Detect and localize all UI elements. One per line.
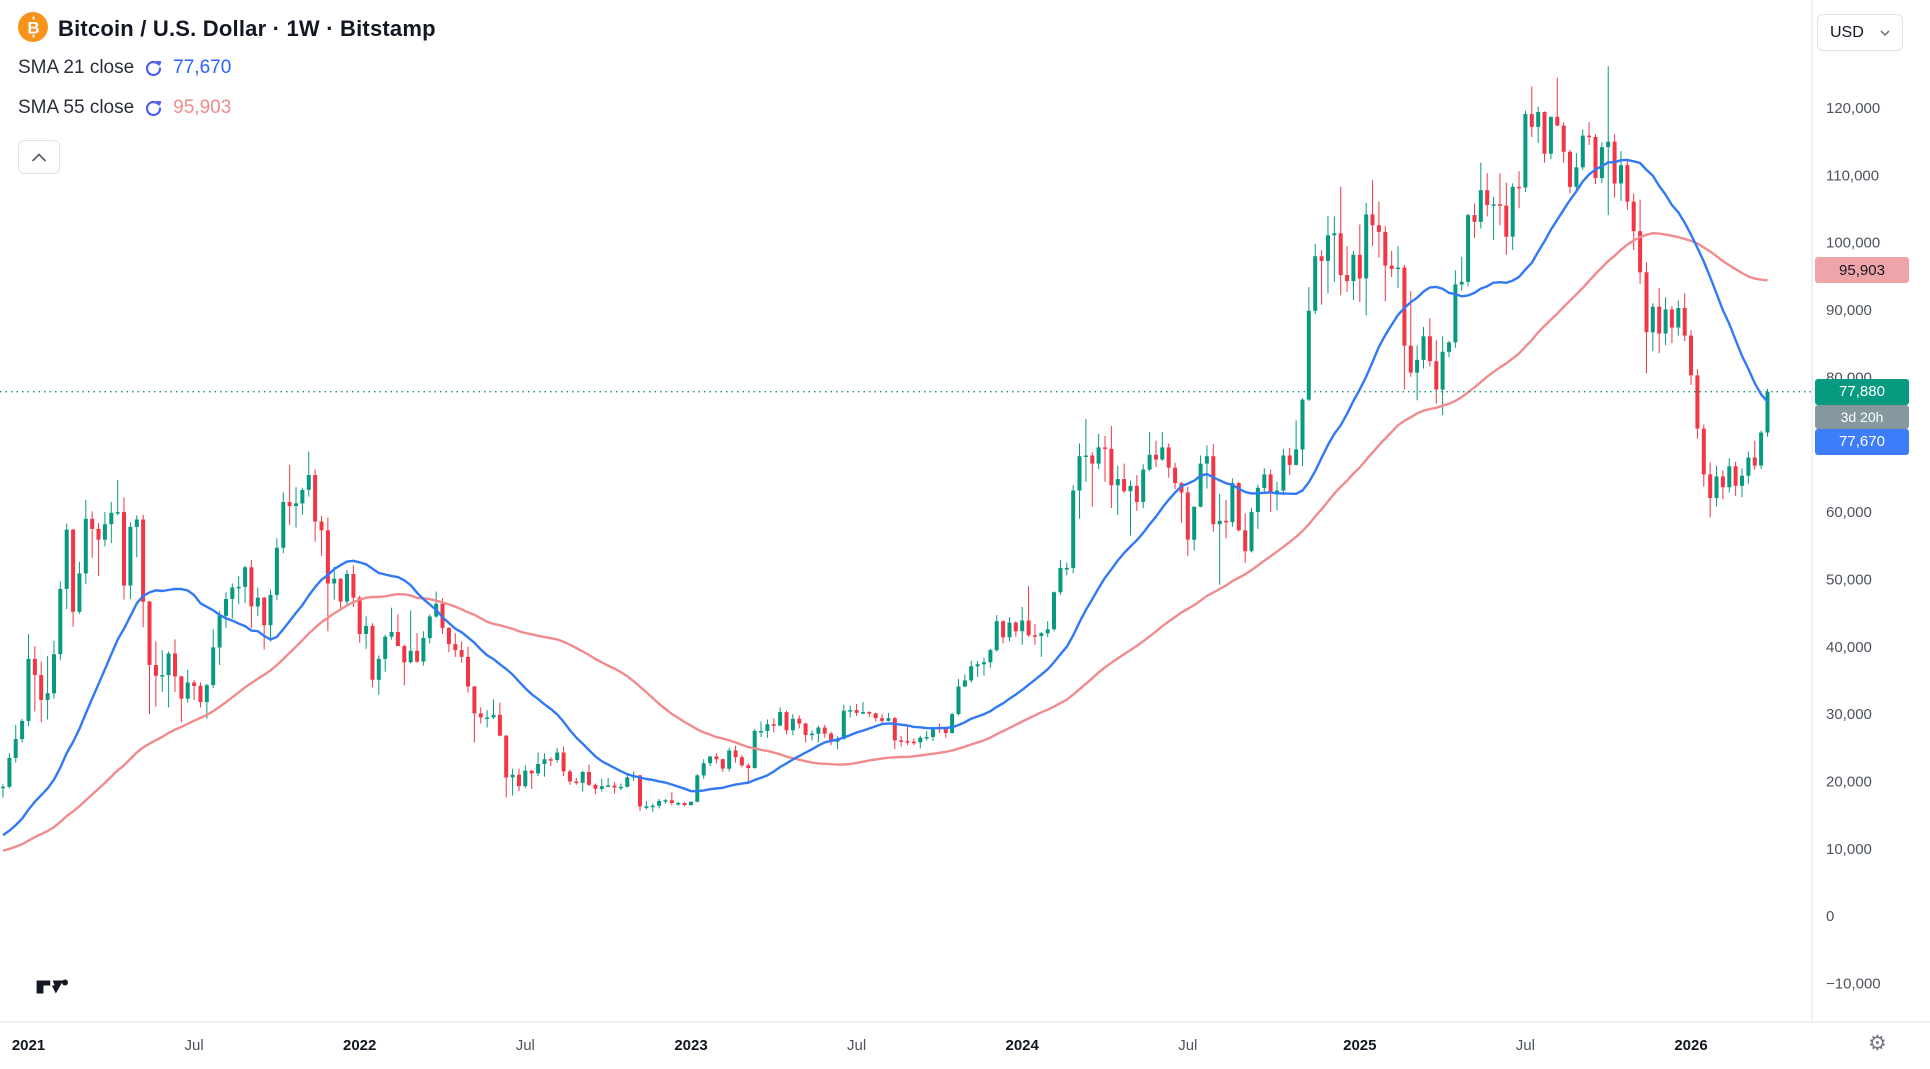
svg-text:90,000: 90,000 (1826, 302, 1872, 319)
time-axis[interactable]: 2021 Jul 2022 Jul 2023 Jul 2024 Jul 2025 Jul 2026 (12, 1037, 1708, 1054)
chevron-up-icon (32, 152, 46, 161)
price-axis[interactable]: 120,000110,000100,00090,00080,00060,0005… (1826, 100, 1881, 993)
svg-text:B: B (27, 18, 39, 37)
svg-text:2022: 2022 (343, 1037, 376, 1054)
svg-text:120,000: 120,000 (1826, 100, 1880, 117)
collapse-indicators-button[interactable] (18, 140, 60, 174)
axis-separators (0, 0, 1930, 1023)
sma-lines (2, 158, 1769, 852)
svg-text:Jul: Jul (847, 1037, 866, 1054)
indicator-sma21-label: SMA 21 close (18, 57, 135, 78)
svg-text:60,000: 60,000 (1826, 504, 1872, 521)
svg-text:40,000: 40,000 (1826, 639, 1872, 656)
badge-sma55: 95,903 (1815, 257, 1909, 284)
svg-text:Jul: Jul (1178, 1037, 1197, 1054)
svg-text:2026: 2026 (1674, 1037, 1707, 1054)
svg-text:0: 0 (1826, 908, 1834, 925)
tradingview-logo[interactable] (36, 978, 86, 1009)
sync-icon[interactable] (143, 98, 164, 119)
svg-text:50,000: 50,000 (1826, 571, 1872, 588)
svg-text:Jul: Jul (185, 1037, 204, 1054)
candles-layer (1, 66, 1770, 812)
currency-dropdown[interactable]: USD (1817, 14, 1903, 51)
indicator-sma55-label: SMA 55 close (18, 97, 135, 118)
svg-text:10,000: 10,000 (1826, 841, 1872, 858)
svg-text:30,000: 30,000 (1826, 706, 1872, 723)
badge-countdown: 3d 20h (1815, 404, 1909, 429)
symbol-title-row[interactable]: B Bitcoin / U.S. Dollar · 1W · Bitstamp (18, 10, 436, 48)
sync-icon[interactable] (143, 58, 164, 79)
bitcoin-icon: B (18, 11, 48, 47)
badge-last: 77,880 (1815, 378, 1909, 405)
indicator-sma55[interactable]: SMA 55 close 95,903 (18, 88, 436, 128)
badge-sma21: 77,670 (1815, 428, 1909, 455)
svg-text:2025: 2025 (1343, 1037, 1376, 1054)
svg-text:100,000: 100,000 (1826, 235, 1880, 252)
legend: B Bitcoin / U.S. Dollar · 1W · Bitstamp … (18, 10, 436, 128)
symbol-title: Bitcoin / U.S. Dollar · 1W · Bitstamp (58, 16, 436, 41)
svg-text:Jul: Jul (516, 1037, 535, 1054)
svg-text:2023: 2023 (674, 1037, 707, 1054)
svg-text:Jul: Jul (1516, 1037, 1535, 1054)
svg-text:2021: 2021 (12, 1037, 45, 1054)
indicator-sma21[interactable]: SMA 21 close 77,670 (18, 48, 436, 88)
svg-text:110,000: 110,000 (1826, 167, 1879, 184)
chevron-down-icon (1880, 29, 1890, 36)
indicator-sma55-value: 95,903 (173, 97, 232, 118)
settings-gear-icon[interactable]: ⚙ (1868, 1032, 1887, 1055)
svg-text:2024: 2024 (1006, 1037, 1040, 1054)
svg-text:−10,000: −10,000 (1826, 976, 1881, 993)
indicator-sma21-value: 77,670 (173, 57, 232, 78)
svg-text:20,000: 20,000 (1826, 774, 1872, 791)
currency-value: USD (1830, 23, 1864, 41)
